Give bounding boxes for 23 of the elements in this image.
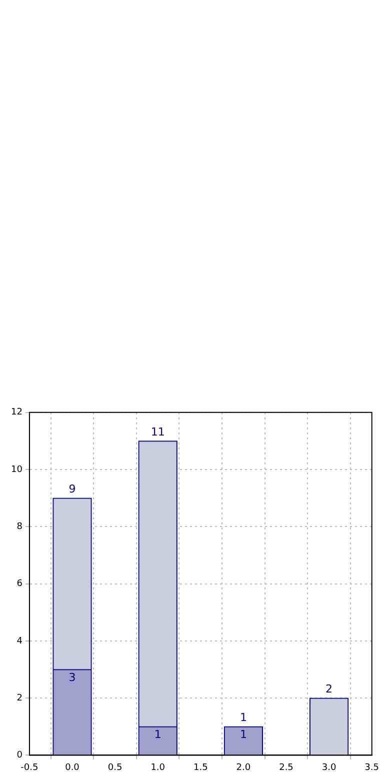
x-tick-label: 1.5: [193, 762, 208, 773]
y-tick-label: 2: [16, 693, 22, 704]
data-label: 3: [68, 670, 76, 684]
total-label: 1: [240, 710, 247, 724]
x-tick-label: 2.5: [279, 762, 294, 773]
x-tick-label: 3.5: [364, 762, 380, 773]
total-label: 9: [68, 482, 76, 496]
x-tick-label: 2.0: [236, 762, 251, 773]
total-label: 11: [150, 425, 165, 438]
y-tick-label: 6: [16, 579, 23, 590]
y-tick-label: 10: [11, 464, 23, 475]
total-label: 2: [326, 682, 333, 696]
y-tick-label: 4: [16, 636, 23, 646]
data-label: 1: [240, 728, 247, 741]
y-tick-label: 12: [11, 408, 22, 418]
x-tick-label: 0.0: [65, 762, 80, 773]
y-tick-label: 0: [16, 750, 23, 761]
x-tick-label: -0.5: [20, 762, 38, 773]
data-label: 1: [154, 728, 162, 741]
x-tick-label: 1.0: [150, 762, 166, 773]
x-tick-label: 3.0: [322, 762, 336, 773]
x-tick-label: 0.5: [108, 762, 122, 773]
y-tick-label: 8: [16, 522, 23, 532]
